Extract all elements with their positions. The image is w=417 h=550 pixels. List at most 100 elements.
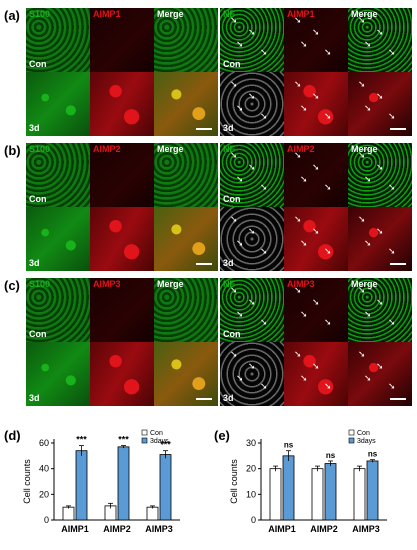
arrow-icon: ➘ (388, 246, 396, 256)
chart-label-d: (d) (4, 428, 21, 443)
condition-label: Con (223, 194, 241, 204)
significance-label: *** (118, 435, 129, 445)
scale-bar (390, 398, 406, 400)
nf-marker-image: AIMP2 ➘ ➘ ➘ ➘ (284, 143, 348, 207)
arrow-icon: ➘ (324, 381, 332, 391)
channel-label: Merge (351, 279, 378, 289)
arrow-icon: ➘ (324, 182, 332, 192)
arrow-icon: ➘ (248, 361, 256, 371)
x-tick-label: AIMP2 (103, 524, 131, 534)
nf-image: NF Con ➘ ➘ ➘ ➘ (220, 143, 284, 207)
arrow-icon: ➘ (376, 27, 384, 37)
condition-label: Con (223, 59, 241, 69)
significance-label: ns (284, 441, 294, 450)
bar-con (146, 506, 159, 521)
channel-label: Merge (157, 279, 184, 289)
arrow-icon: ➘ (248, 162, 256, 172)
channel-label: AIMP3 (287, 279, 315, 289)
arrow-icon: ➘ (260, 246, 268, 256)
arrow-icon: ➘ (364, 174, 372, 184)
nf-image: NF Con ➘ ➘ ➘ ➘ (220, 8, 284, 72)
arrow-icon: ➘ (388, 47, 396, 57)
arrow-icon: ➘ (294, 150, 302, 160)
arrow-icon: ➘ (294, 79, 302, 89)
y-tick-label: 30 (246, 438, 256, 448)
arrow-icon: ➘ (300, 174, 308, 184)
channel-label: AIMP2 (287, 144, 315, 154)
arrow-icon: ➘ (236, 373, 244, 383)
arrow-icon: ➘ (230, 150, 238, 160)
condition-label: Con (223, 329, 241, 339)
arrow-icon: ➘ (388, 111, 396, 121)
y-tick-label: 0 (44, 515, 49, 525)
scale-bar (196, 128, 212, 130)
arrow-icon: ➘ (324, 246, 332, 256)
channel-label: AIMP3 (93, 279, 121, 289)
arrow-icon: ➘ (388, 381, 396, 391)
arrow-icon: ➘ (300, 238, 308, 248)
arrow-icon: ➘ (260, 182, 268, 192)
channel-label: Merge (351, 144, 378, 154)
arrow-icon: ➘ (230, 79, 238, 89)
arrow-icon: ➘ (358, 349, 366, 359)
condition-label: 3d (223, 123, 234, 133)
arrow-icon: ➘ (324, 47, 332, 57)
arrow-icon: ➘ (364, 39, 372, 49)
merge-image (154, 207, 218, 271)
arrow-icon: ➘ (260, 317, 268, 327)
x-tick-label: AIMP1 (268, 524, 296, 534)
y-axis-label: Cell counts (229, 459, 239, 504)
legend-label: Con (357, 430, 370, 437)
marker-image: AIMP2 (90, 143, 154, 207)
nf-image: NF Con ➘ ➘ ➘ ➘ (220, 278, 284, 342)
condition-label: Con (29, 194, 47, 204)
channel-label: Merge (157, 144, 184, 154)
bar-con (269, 468, 282, 521)
condition-label: Con (29, 329, 47, 339)
arrow-icon: ➘ (248, 226, 256, 236)
y-tick-label: 10 (246, 489, 256, 499)
y-tick-label: 0 (251, 515, 256, 525)
channel-label: AIMP1 (93, 9, 121, 19)
arrow-icon: ➘ (324, 317, 332, 327)
nf-marker-image: ➘ ➘ ➘ ➘ (284, 342, 348, 406)
channel-label: S100 (29, 144, 51, 154)
legend-label: 3days (150, 438, 169, 445)
condition-label: 3d (29, 258, 40, 268)
channel-label: AIMP2 (93, 144, 121, 154)
bar-3days (324, 463, 337, 521)
arrow-icon: ➘ (364, 103, 372, 113)
y-tick-label: 60 (39, 438, 49, 448)
nf-image: 3d ➘ ➘ ➘ ➘ (220, 72, 284, 136)
arrow-icon: ➘ (230, 285, 238, 295)
nf-marker-image: ➘ ➘ ➘ ➘ (284, 207, 348, 271)
nf-marker-image: AIMP1 ➘ ➘ ➘ ➘ (284, 8, 348, 72)
marker-image (90, 207, 154, 271)
s100-image: S100 Con (26, 278, 90, 342)
channel-label: NF (223, 9, 235, 19)
arrow-icon: ➘ (236, 238, 244, 248)
merge-image (154, 342, 218, 406)
s100-image: 3d (26, 207, 90, 271)
arrow-icon: ➘ (358, 150, 366, 160)
panel-label-a: (a) (4, 8, 20, 23)
bar-3days (366, 460, 379, 521)
arrow-icon: ➘ (230, 214, 238, 224)
nf-image: 3d ➘ ➘ ➘ ➘ (220, 342, 284, 406)
y-tick-label: 40 (39, 464, 49, 474)
s100-image: S100 Con (26, 143, 90, 207)
merge-image: Merge (154, 278, 218, 342)
nf-merge-image: ➘ ➘ ➘ ➘ (348, 72, 412, 136)
arrow-icon: ➘ (300, 103, 308, 113)
arrow-icon: ➘ (376, 91, 384, 101)
s100-image: 3d (26, 72, 90, 136)
arrow-icon: ➘ (358, 79, 366, 89)
panel-label-c: (c) (4, 278, 20, 293)
s100-image: 3d (26, 342, 90, 406)
x-tick-label: AIMP1 (61, 524, 89, 534)
arrow-icon: ➘ (294, 285, 302, 295)
condition-label: 3d (223, 393, 234, 403)
nf-image: 3d ➘ ➘ ➘ ➘ (220, 207, 284, 271)
condition-label: 3d (29, 123, 40, 133)
bar-chart-d: 0 20 40 60 Cell counts *** AIMP1 *** AIMP2 *** AIM… (22, 429, 180, 534)
